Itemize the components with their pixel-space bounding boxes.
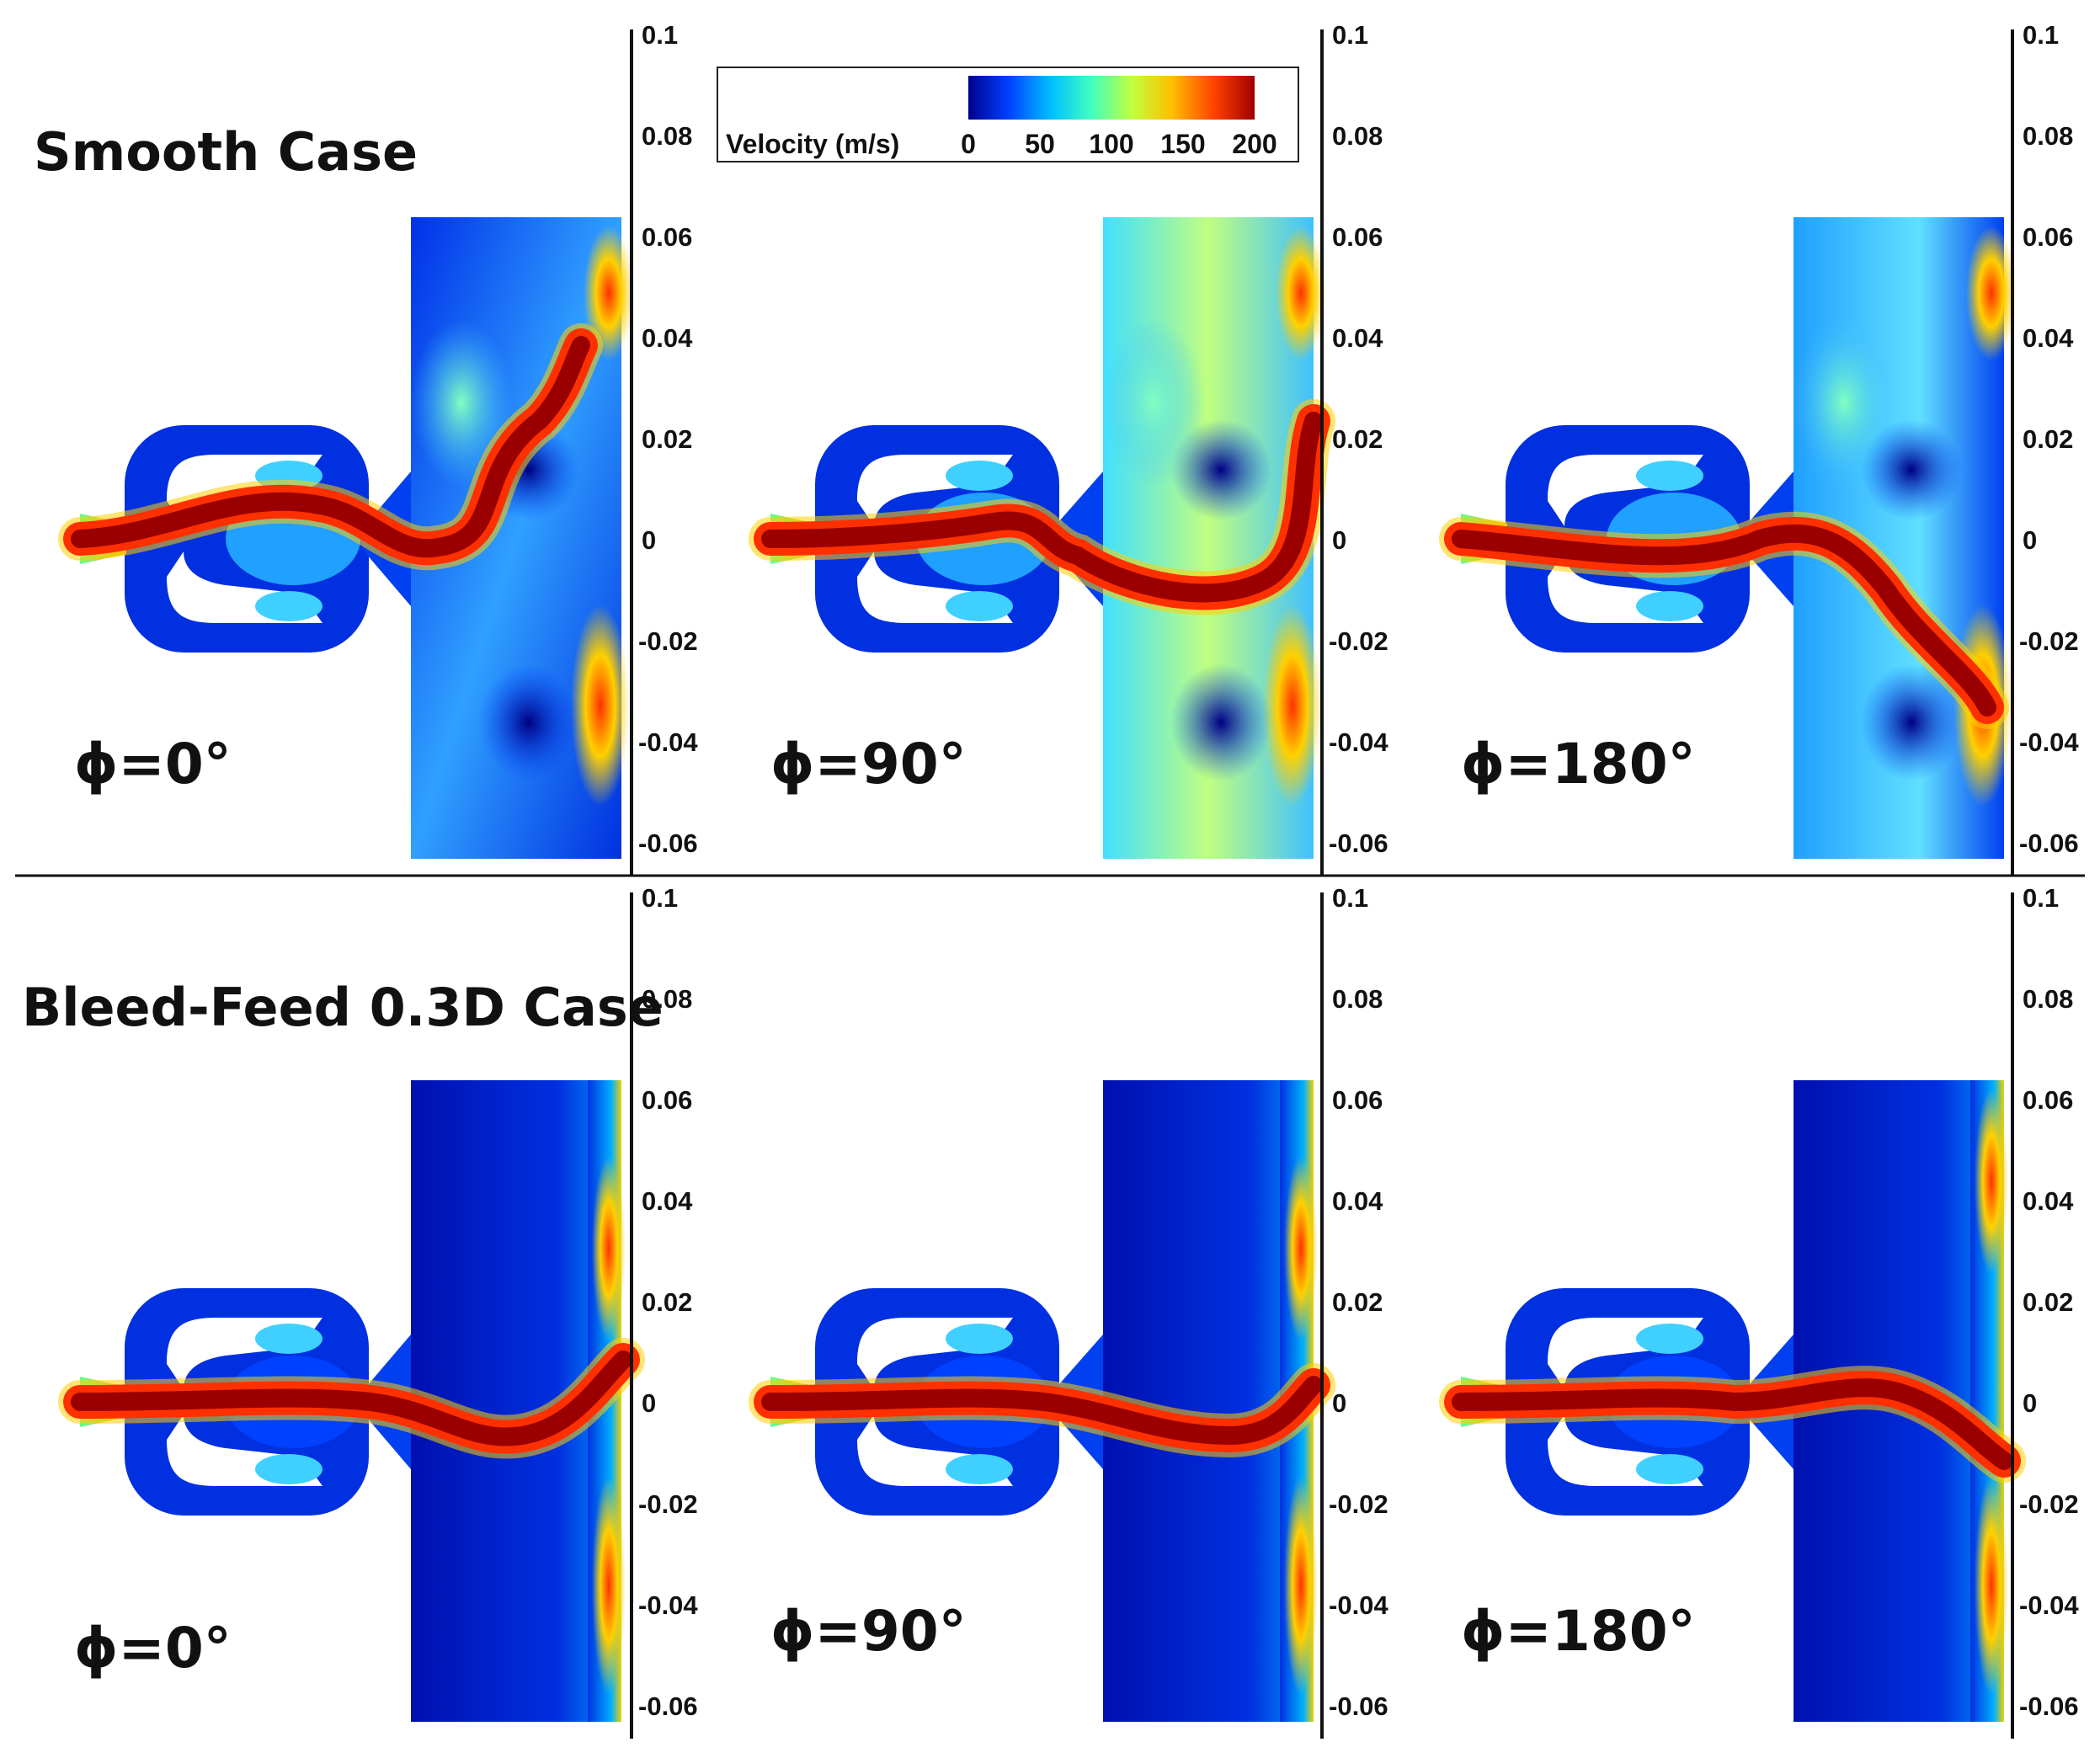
y-axis-tick: 0.08: [1332, 121, 1383, 151]
contour-panel-r2-c1: 0.1 0.08 0.06 0.04 0.02 0 -0.02 -0.04 -0.06 ϕ=0°: [58, 883, 698, 1739]
y-axis-tick: 0.06: [642, 1085, 692, 1115]
colorbar-gradient: [968, 76, 1255, 120]
contour-panel-r1-c2: 0.1 0.08 0.06 0.04 0.02 0 -0.02 -0.04 -0.06 ϕ=90°: [749, 20, 1388, 876]
y-axis-tick: 0.04: [1332, 323, 1383, 353]
y-axis-tick: -0.06: [1329, 1691, 1388, 1721]
y-axis-tick: -0.04: [638, 727, 698, 757]
y-axis-tick: 0.02: [642, 1287, 692, 1317]
y-axis-tick: 0.02: [1332, 424, 1383, 454]
y-axis-tick: 0: [642, 525, 656, 555]
y-axis-tick: 0.1: [2023, 883, 2059, 913]
y-axis-tick: 0.04: [1332, 1186, 1383, 1216]
y-axis-tick: 0: [642, 1388, 656, 1418]
y-axis-tick: -0.02: [2019, 626, 2079, 656]
colorbar-tick: 100: [1089, 129, 1133, 159]
contour-panel-r2-c3: 0.1 0.08 0.06 0.04 0.02 0 -0.02 -0.04 -0.06 ϕ=180…: [1439, 883, 2079, 1739]
y-axis-tick: -0.02: [2019, 1489, 2079, 1519]
exit-channel: [1794, 217, 2017, 859]
y-axis-tick: 0.1: [1332, 883, 1368, 913]
y-axis-tick: 0.08: [642, 121, 692, 151]
y-axis-tick: 0.08: [2023, 984, 2073, 1014]
colorbar-tick: 150: [1160, 129, 1205, 159]
jet-core: [71, 336, 590, 558]
y-axis-tick: 0.02: [642, 424, 692, 454]
y-axis-tick: 0.1: [642, 20, 678, 50]
y-axis-tick: -0.02: [638, 626, 698, 656]
colorbar-tick: 200: [1232, 129, 1277, 159]
y-axis-tick: 0.1: [642, 883, 678, 913]
y-axis-tick: 0.04: [642, 323, 693, 353]
jet-core: [1452, 1378, 2013, 1470]
phase-label: ϕ=180°: [1461, 732, 1696, 796]
y-axis: 0.1 0.08 0.06 0.04 0.02 0 -0.02 -0.04 -0.06: [1320, 883, 1388, 1739]
y-axis: 0.1 0.08 0.06 0.04 0.02 0 -0.02 -0.04 -0.06: [630, 883, 698, 1739]
y-axis-tick: 0.06: [2023, 1085, 2073, 1115]
jet-core: [761, 412, 1323, 603]
contour-panel-r1-c1: 0.1 0.08 0.06 0.04 0.02 0 -0.02 -0.04 -0.06 ϕ=0°: [58, 20, 698, 876]
phase-label: ϕ=0°: [74, 732, 232, 796]
colorbar-tick: 0: [961, 129, 976, 159]
row-title-bleed-feed: Bleed-Feed 0.3D Case: [22, 977, 664, 1038]
y-axis: 0.1 0.08 0.06 0.04 0.02 0 -0.02 -0.04 -0.06: [1320, 20, 1388, 876]
y-axis-tick: 0.06: [1332, 1085, 1383, 1115]
y-axis-tick: 0.02: [2023, 424, 2073, 454]
y-axis-tick: 0.08: [1332, 984, 1383, 1014]
colorbar-legend: Velocity (m/s) 0 50 100 150 200: [717, 67, 1299, 162]
colorbar-tick: 50: [1025, 129, 1055, 159]
y-axis-tick: 0.02: [1332, 1287, 1383, 1317]
row-title-smooth: Smooth Case: [34, 121, 418, 183]
y-axis-tick: -0.06: [2019, 828, 2079, 858]
y-axis-tick: 0.06: [2023, 222, 2073, 252]
y-axis-tick: 0.1: [1332, 20, 1368, 50]
y-axis-tick: -0.04: [2019, 727, 2079, 757]
jet-core: [71, 1350, 632, 1446]
y-axis-tick: -0.04: [2019, 1590, 2079, 1620]
y-axis-tick: -0.06: [638, 828, 698, 858]
y-axis-tick: 0.06: [642, 222, 692, 252]
y-axis-tick: -0.02: [1329, 1489, 1388, 1519]
y-axis-tick: -0.04: [1329, 1590, 1388, 1620]
y-axis-tick: 0.02: [2023, 1287, 2073, 1317]
contour-panel-r2-c2: 0.1 0.08 0.06 0.04 0.02 0 -0.02 -0.04 -0.06 ϕ=90°: [749, 883, 1388, 1739]
y-axis-tick: -0.04: [1329, 727, 1388, 757]
jet-core: [761, 1376, 1323, 1446]
y-axis: 0.1 0.08 0.06 0.04 0.02 0 -0.02 -0.04 -0.06: [630, 20, 698, 876]
y-axis-tick: -0.06: [1329, 828, 1388, 858]
y-axis-tick: 0: [2023, 1388, 2037, 1418]
y-axis-tick: -0.06: [638, 1691, 698, 1721]
phase-label: ϕ=0°: [74, 1616, 232, 1681]
y-axis-tick: -0.04: [638, 1590, 698, 1620]
y-axis-tick: -0.06: [2019, 1691, 2079, 1721]
y-axis-tick: 0.04: [642, 1186, 693, 1216]
phase-label: ϕ=90°: [770, 732, 967, 796]
exit-channel: [411, 217, 634, 859]
y-axis-tick: -0.02: [1329, 626, 1388, 656]
y-axis-tick: 0.04: [2023, 1186, 2074, 1216]
contour-panel-r1-c3: 0.1 0.08 0.06 0.04 0.02 0 -0.02 -0.04 -0.06 ϕ=180…: [1439, 20, 2079, 876]
y-axis-tick: 0.06: [1332, 222, 1383, 252]
y-axis-tick: 0.08: [642, 984, 692, 1014]
y-axis-tick: 0: [1332, 1388, 1346, 1418]
y-axis: 0.1 0.08 0.06 0.04 0.02 0 -0.02 -0.04 -0.06: [2011, 20, 2079, 876]
jet-core: [1452, 524, 1996, 717]
y-axis-tick: 0.08: [2023, 121, 2073, 151]
phase-label: ϕ=180°: [1461, 1599, 1696, 1664]
y-axis-tick: 0: [1332, 525, 1346, 555]
y-axis-tick: -0.02: [638, 1489, 698, 1519]
colorbar-label: Velocity (m/s): [726, 129, 899, 159]
y-axis-tick: 0: [2023, 525, 2037, 555]
y-axis-tick: 0.1: [2023, 20, 2059, 50]
y-axis: 0.1 0.08 0.06 0.04 0.02 0 -0.02 -0.04 -0.06: [2011, 883, 2079, 1739]
phase-label: ϕ=90°: [770, 1599, 967, 1664]
y-axis-tick: 0.04: [2023, 323, 2074, 353]
